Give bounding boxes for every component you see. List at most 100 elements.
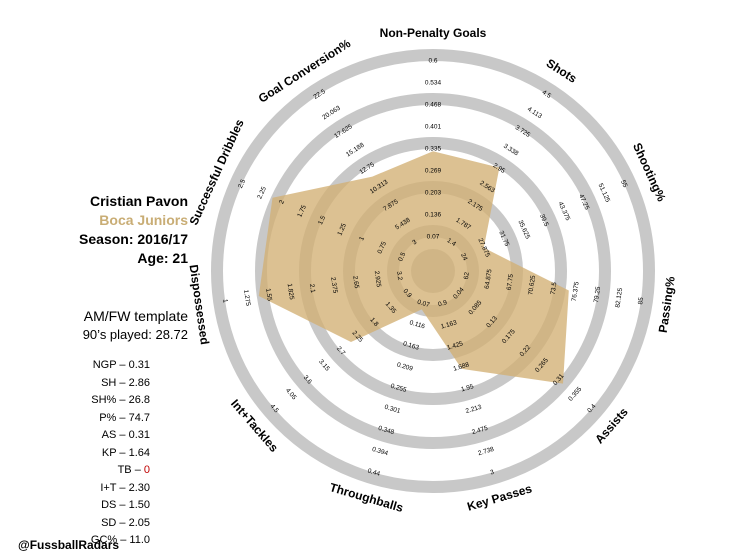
radar-tick-label: 2 bbox=[278, 199, 286, 206]
radar-tick-label: 0.301 bbox=[384, 404, 402, 415]
stat-label: AS bbox=[101, 429, 117, 441]
radar-tick-label: 4.5 bbox=[541, 89, 553, 100]
radar-tick-label: 0.468 bbox=[425, 102, 442, 109]
radar-tick-label: 0.5 bbox=[397, 251, 407, 262]
radar-tick-label: 2.475 bbox=[471, 425, 489, 436]
radar-tick-label: 0.07 bbox=[416, 299, 430, 309]
radar-tick-label: 3.2 bbox=[395, 271, 403, 281]
template-label: AM/FW template bbox=[83, 308, 188, 324]
radar-tick-label: 39.5 bbox=[538, 213, 550, 228]
radar-tick-label: 1 bbox=[221, 299, 228, 304]
stat-label: KP bbox=[101, 446, 117, 459]
radar-tick-label: 0.355 bbox=[567, 386, 583, 403]
radar-tick-label: 0.534 bbox=[425, 80, 442, 87]
radar-tick-label: 35.625 bbox=[516, 219, 531, 240]
radar-tick-label: 1.275 bbox=[242, 289, 251, 306]
radar-tick-label: 0.335 bbox=[425, 146, 442, 153]
radar-axis-label: Dispossessed bbox=[187, 264, 212, 346]
stat-item: SD – 2.05 bbox=[101, 516, 150, 529]
stat-item: GC% – 11.0 bbox=[90, 534, 150, 546]
radar-tick-label: 1.4 bbox=[446, 237, 458, 248]
stat-label: DS bbox=[101, 499, 117, 511]
radar-tick-label: 43.375 bbox=[556, 201, 571, 222]
player-name: Cristian Pavon bbox=[89, 193, 188, 209]
radar-tick-label: 1.5 bbox=[317, 214, 327, 225]
radar-tick-label: 3.338 bbox=[502, 143, 520, 158]
stat-item: SH – 2.86 bbox=[101, 376, 150, 389]
radar-tick-label: 0.9 bbox=[437, 299, 448, 308]
radar-tick-label: 76.375 bbox=[571, 281, 581, 302]
radar-tick-label: 0.203 bbox=[425, 190, 442, 197]
stat-value: 0 bbox=[143, 464, 150, 476]
radar-tick-label: 2.213 bbox=[465, 404, 483, 415]
radar-tick-label: 3 bbox=[411, 238, 418, 246]
radar-tick-label: 24 bbox=[459, 252, 469, 262]
stat-label: I+T bbox=[100, 481, 117, 494]
radar-tick-label: 0.75 bbox=[376, 240, 388, 255]
stat-value: 1.50 bbox=[128, 499, 150, 511]
radar-tick-label: 79.25 bbox=[593, 286, 602, 303]
radar-tick-label: 0.136 bbox=[425, 212, 442, 219]
radar-tick-label: 0.4 bbox=[586, 403, 597, 415]
stat-item: I+T – 2.30 bbox=[100, 481, 150, 494]
radar-tick-label: 70.625 bbox=[527, 275, 537, 296]
radar-tick-label: 0.401 bbox=[425, 124, 442, 131]
credit-handle: @FussballRadars bbox=[18, 538, 120, 552]
stat-item: DS – 1.50 bbox=[101, 499, 150, 511]
stat-label: P% bbox=[99, 411, 117, 424]
stat-label: GC% bbox=[90, 534, 118, 546]
stat-label: SH bbox=[101, 376, 117, 389]
age-label: Age: 21 bbox=[137, 250, 188, 266]
radar-tick-label: 64.875 bbox=[484, 268, 494, 289]
radar-tick-label: 1.55 bbox=[264, 288, 273, 302]
stat-value: 1.64 bbox=[128, 446, 150, 459]
radar-tick-label: 1.75 bbox=[296, 204, 308, 219]
radar-tick-label: 0.255 bbox=[390, 383, 408, 394]
stat-item: P% – 74.7 bbox=[99, 411, 150, 424]
radar-tick-label: 3 bbox=[490, 469, 496, 477]
radar-tick-label: 2.925 bbox=[373, 270, 382, 287]
stat-item: TB – 0 bbox=[117, 464, 150, 476]
radar-tick-label: 2.375 bbox=[329, 277, 338, 294]
radar-tick-label: 0.269 bbox=[425, 168, 442, 175]
radar-tick-label: 0.116 bbox=[409, 319, 426, 330]
club-name: Boca Juniors bbox=[99, 212, 188, 228]
radar-tick-label: 2.65 bbox=[351, 275, 360, 289]
radar-tick-label: 0.394 bbox=[371, 446, 389, 457]
stat-value: 74.7 bbox=[128, 411, 150, 424]
radar-ring bbox=[211, 49, 655, 493]
radar-tick-label: 2.7 bbox=[335, 345, 346, 357]
stat-value: 0.31 bbox=[128, 359, 150, 371]
minutes-played: 90’s played: 28.72 bbox=[82, 327, 188, 342]
stat-label: TB bbox=[117, 464, 132, 476]
stat-label: SD bbox=[101, 516, 117, 529]
radar-tick-label: 1.8 bbox=[368, 317, 379, 329]
radar-tick-label: 20.063 bbox=[321, 104, 342, 121]
radar-tick-label: 2.25 bbox=[256, 185, 268, 200]
radar-tick-label: 0.348 bbox=[377, 425, 395, 436]
radar-tick-label: 2.1 bbox=[308, 283, 316, 293]
stat-label: NGP bbox=[92, 359, 117, 371]
radar-tick-label: 2.738 bbox=[477, 446, 495, 457]
stat-item: KP – 1.64 bbox=[101, 446, 150, 459]
radar-tick-label: 55 bbox=[619, 179, 629, 189]
radar-tick-label: 0.07 bbox=[427, 234, 440, 241]
radar-shape bbox=[258, 151, 569, 384]
radar-tick-label: 73.5 bbox=[550, 281, 559, 295]
radar-tick-label: 0.6 bbox=[428, 58, 437, 65]
radar-axis-label: Shots bbox=[544, 56, 580, 86]
radar-tick-label: 0.163 bbox=[402, 340, 420, 351]
radar-tick-label: 1.425 bbox=[446, 340, 464, 351]
radar-tick-label: 1.25 bbox=[336, 222, 348, 237]
radar-tick-label: 3.6 bbox=[302, 374, 313, 386]
player-radar-area bbox=[258, 151, 569, 384]
radar-tick-label: 67.75 bbox=[506, 273, 515, 290]
stat-value: 2.30 bbox=[128, 481, 150, 494]
radar-tick-label: 82.125 bbox=[614, 287, 624, 308]
season-label: Season: 2016/17 bbox=[79, 231, 188, 247]
radar-axis-label: Passing% bbox=[656, 275, 678, 333]
radar-axis-label: Non-Penalty Goals bbox=[380, 26, 487, 40]
stat-value: 2.86 bbox=[128, 376, 150, 389]
radar-tick-label: 0.209 bbox=[396, 361, 414, 372]
